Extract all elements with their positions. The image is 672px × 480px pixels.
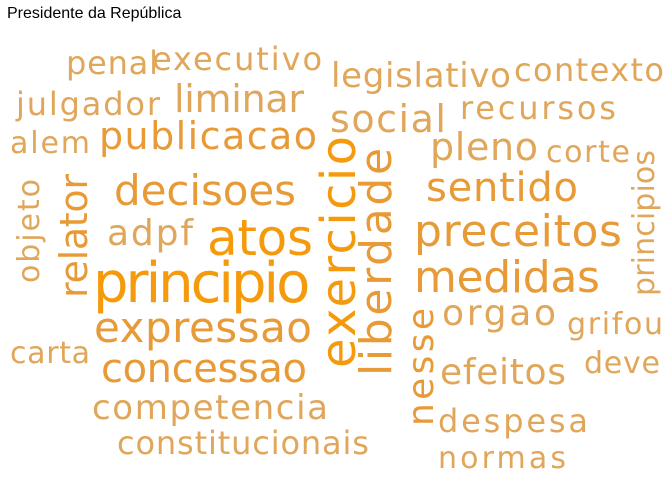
word-pleno: pleno [430, 125, 539, 169]
word-constitucionais: constitucionais [117, 424, 370, 462]
word-concessao: concessao [101, 346, 307, 392]
word-liberdade: liberdade [351, 145, 402, 376]
word-executivo: executivo [152, 40, 324, 78]
word-competencia: competencia [92, 388, 330, 428]
word-alem: alem [10, 126, 92, 161]
word-medidas: medidas [414, 252, 600, 303]
word-recursos: recursos [460, 89, 619, 127]
word-orgao: orgao [442, 293, 559, 334]
word-despesa: despesa [438, 402, 591, 440]
word-adpf: adpf [107, 213, 195, 254]
word-liminar: liminar [174, 77, 304, 121]
word-deve: deve [584, 346, 661, 381]
word-grifou: grifou [567, 307, 665, 342]
word-legislativo: legislativo [331, 56, 512, 96]
word-penal: penal [66, 44, 159, 82]
word-objeto: objeto [12, 177, 47, 283]
word-sentido: sentido [426, 165, 579, 211]
word-social: social [330, 97, 448, 141]
word-principios: principios [627, 149, 662, 296]
word-carta: carta [10, 336, 91, 371]
word-principio: principio [93, 251, 310, 316]
word-nesse: nesse [401, 304, 442, 426]
word-julgador: julgador [16, 85, 162, 123]
word-efeitos: efeitos [440, 352, 567, 393]
word-relator: relator [52, 174, 96, 298]
word-expressao: expressao [94, 303, 313, 352]
word-publicacao: publicacao [99, 114, 319, 158]
word-normas: normas [438, 441, 570, 476]
page-title: Presidente da República [7, 5, 182, 22]
word-corte: corte [546, 135, 632, 170]
word-decisoes: decisoes [114, 166, 296, 215]
word-preceitos: preceitos [414, 206, 623, 257]
word-atos: atos [207, 209, 313, 267]
word-contexto: contexto [514, 51, 666, 89]
